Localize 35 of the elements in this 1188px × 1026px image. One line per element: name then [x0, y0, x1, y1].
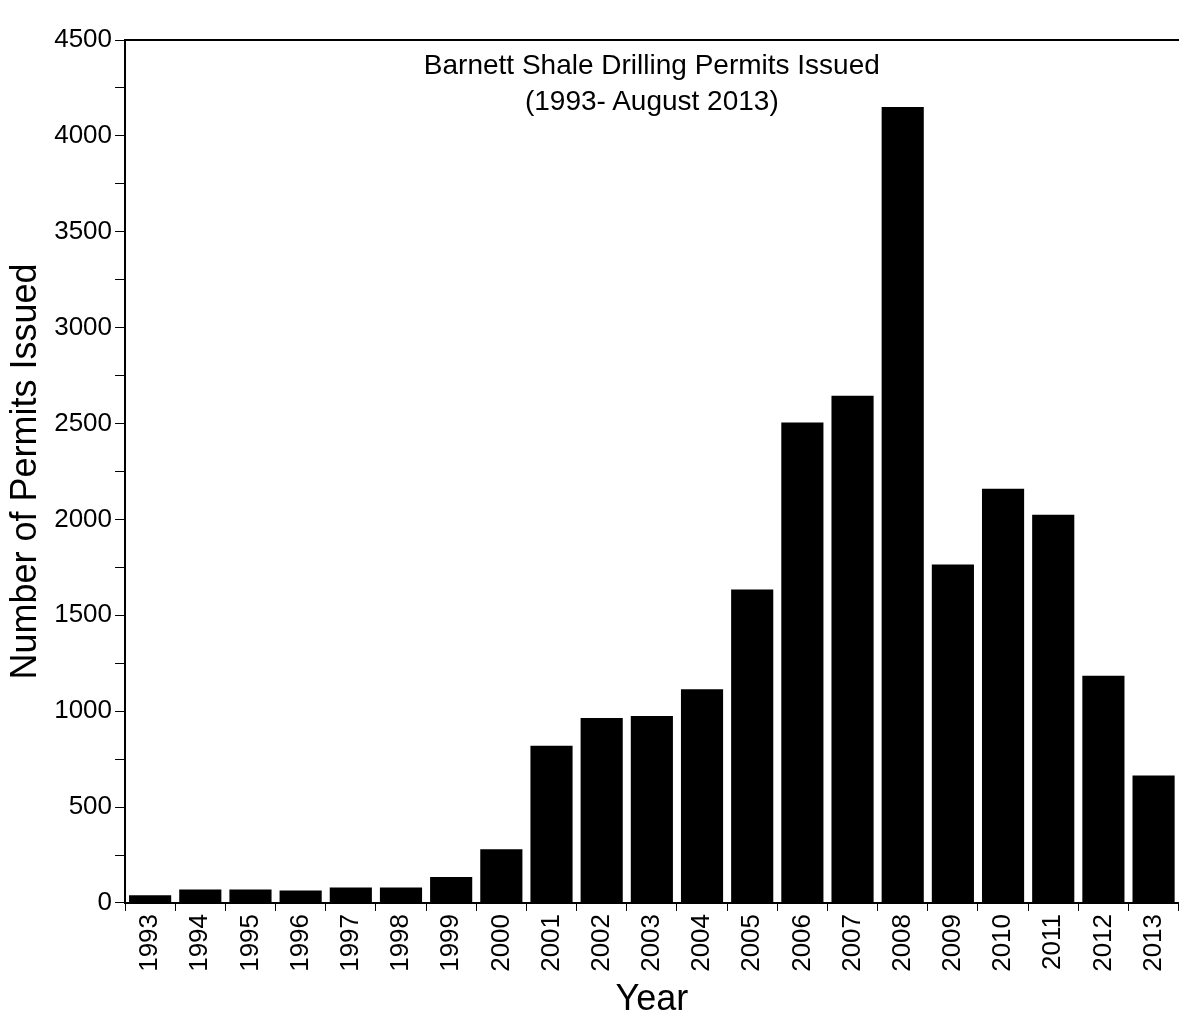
y-tick-label: 0: [97, 886, 113, 917]
y-tick-label: 1500: [54, 598, 113, 629]
y-tick-label: 1000: [54, 694, 113, 725]
x-tick-label: 1999: [434, 913, 465, 972]
x-tick-label: 1993: [133, 913, 164, 972]
x-tick-label: 2006: [785, 913, 816, 972]
y-tick-label: 3000: [54, 310, 113, 341]
x-tick-label: 1994: [183, 913, 214, 972]
y-tick-label: 3500: [54, 214, 113, 245]
x-tick-label: 2012: [1086, 913, 1117, 972]
x-tick-label: 1995: [233, 913, 264, 972]
x-tick-label: 2013: [1136, 913, 1167, 972]
x-tick-label: 2008: [885, 913, 916, 972]
x-tick-label: 1997: [333, 913, 364, 972]
text: (1993- August 2013): [524, 84, 779, 116]
y-tick-label: 2500: [54, 406, 113, 437]
x-tick-label: 1996: [283, 913, 314, 972]
chart-title: Barnett Shale Drilling Permits Issued: [423, 48, 880, 80]
x-axis-title: Year: [615, 977, 689, 1019]
x-tick-label: 2003: [635, 913, 666, 972]
x-tick-label: 2005: [735, 913, 766, 972]
x-tick-label: 2004: [685, 913, 716, 972]
y-tick-label: 4000: [54, 119, 113, 150]
x-tick-label: 2009: [936, 913, 967, 972]
x-tick-label: 2007: [835, 913, 866, 972]
x-tick-label: 2000: [484, 913, 515, 972]
x-tick-label: 2011: [1036, 913, 1067, 970]
x-tick-label: 1998: [384, 913, 415, 972]
x-tick-label: 2001: [534, 913, 565, 972]
x-tick-label: 2002: [584, 913, 615, 972]
y-tick-label: 500: [68, 790, 113, 821]
y-axis-title: Number of Permits Issued: [2, 263, 44, 680]
x-tick-label: 2010: [986, 913, 1017, 972]
y-tick-label: 2000: [54, 502, 113, 533]
y-tick-label: 4500: [54, 23, 113, 54]
